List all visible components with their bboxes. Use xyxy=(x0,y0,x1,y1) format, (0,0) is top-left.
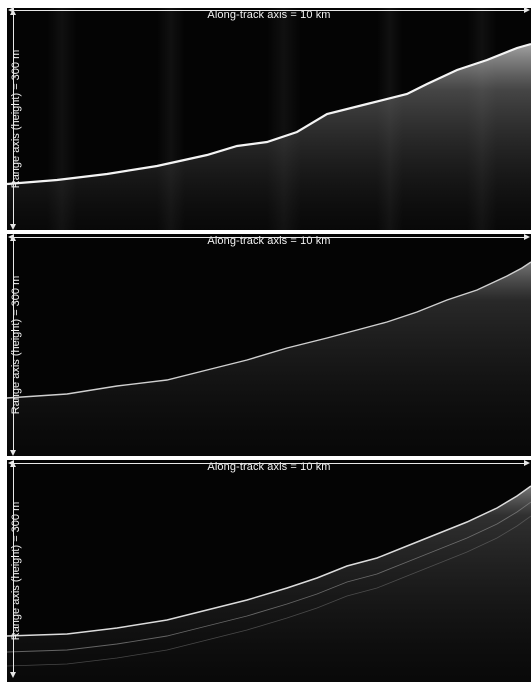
along-track-arrow-3 xyxy=(13,463,525,464)
along-track-label: Along-track axis = 10 km xyxy=(207,9,331,21)
subsurface-return xyxy=(7,486,531,682)
along-track-arrow-1 xyxy=(13,10,525,11)
subsurface-return xyxy=(7,44,531,230)
arrow-head-up-icon xyxy=(10,235,16,241)
arrow-head-right-icon xyxy=(524,234,530,240)
radargram-image-1 xyxy=(7,8,531,230)
range-axis-arrow-3 xyxy=(13,466,14,674)
internal-layer xyxy=(7,501,531,653)
along-track-label: Along-track axis = 10 km xyxy=(207,461,331,473)
surface-reflection-line xyxy=(7,485,531,637)
radargram-image-3 xyxy=(7,485,531,682)
radargram-panel-1: Along-track axis = 10 km Range axis (hei… xyxy=(7,8,531,230)
radargram-panel-2: Along-track axis = 10 km Range axis (hei… xyxy=(7,234,531,456)
arrow-head-down-icon xyxy=(10,224,16,230)
arrow-head-up-icon xyxy=(10,461,16,467)
range-axis-arrow-2 xyxy=(13,240,14,452)
radargram-image-2 xyxy=(7,261,531,456)
radargram-panel-3: Along-track axis = 10 km Range axis (hei… xyxy=(7,460,531,682)
range-axis-arrow-1 xyxy=(13,14,14,226)
subsurface-return xyxy=(7,262,531,456)
surface-reflection-line xyxy=(7,42,531,186)
range-axis-label: Range axis (height) = 300 m xyxy=(10,49,22,189)
arrow-head-up-icon xyxy=(10,9,16,15)
along-track-arrow-2 xyxy=(13,237,525,238)
arrow-head-right-icon xyxy=(524,7,530,13)
arrow-head-down-icon xyxy=(10,450,16,456)
surface-reflection-line xyxy=(7,261,531,399)
along-track-label: Along-track axis = 10 km xyxy=(207,235,331,247)
arrow-head-right-icon xyxy=(524,460,530,466)
range-axis-label: Range axis (height) = 300 m xyxy=(10,275,22,415)
internal-layer xyxy=(7,515,531,667)
arrow-head-down-icon xyxy=(10,672,16,678)
range-axis-label: Range axis (height) = 300 m xyxy=(10,501,22,641)
